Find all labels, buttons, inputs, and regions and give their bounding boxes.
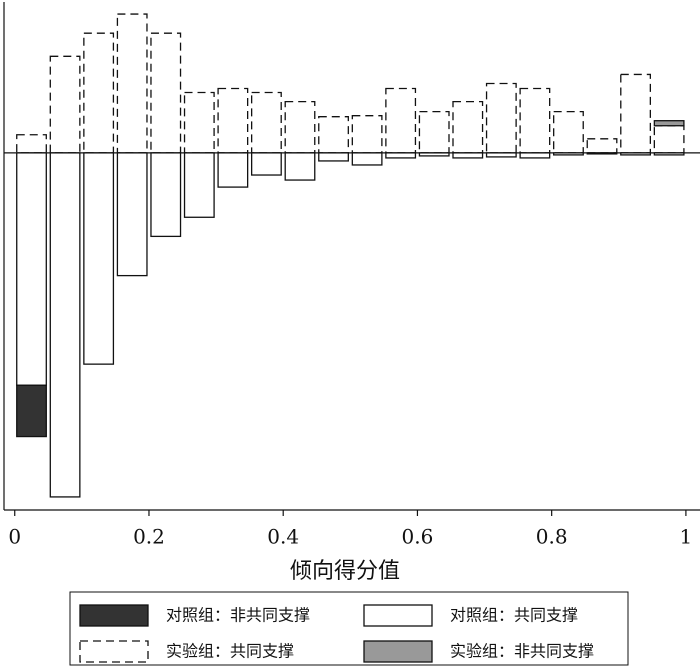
bar (150, 32, 182, 154)
legend-label: 对照组：共同支撑 (450, 606, 578, 625)
bar (318, 152, 349, 162)
bar (653, 120, 685, 127)
legend-swatch (363, 604, 433, 627)
x-tick-label: 0 (8, 525, 21, 549)
legend-swatch (79, 640, 149, 663)
bar (150, 152, 182, 238)
legend-swatch (79, 604, 149, 627)
bar (217, 152, 249, 188)
bar (284, 152, 316, 181)
bar (16, 384, 47, 438)
x-tick-label: 0.2 (133, 525, 165, 549)
bar (183, 152, 215, 218)
x-tick-label: 0.6 (402, 525, 434, 549)
bar (83, 152, 115, 365)
legend-swatch (363, 640, 433, 663)
bar (452, 152, 484, 159)
bar (116, 152, 148, 277)
x-tick-label: 0.8 (536, 525, 568, 549)
bar (385, 152, 417, 159)
x-tick-label: 0.4 (267, 525, 299, 549)
x-axis-label: 倾向得分值 (290, 559, 400, 584)
bar (16, 134, 47, 154)
bar (250, 152, 282, 176)
bar (83, 32, 115, 154)
bar (485, 82, 517, 154)
bar (351, 152, 383, 166)
legend-label: 实验组：共同支撑 (166, 642, 294, 661)
bar (16, 152, 47, 386)
legend-label: 对照组：非共同支撑 (166, 606, 310, 625)
bar (49, 152, 81, 498)
legend-box (69, 591, 629, 666)
bar (519, 152, 551, 159)
legend-label: 实验组：非共同支撑 (450, 642, 594, 661)
x-tick-label: 1 (680, 525, 693, 549)
bar (49, 55, 81, 154)
